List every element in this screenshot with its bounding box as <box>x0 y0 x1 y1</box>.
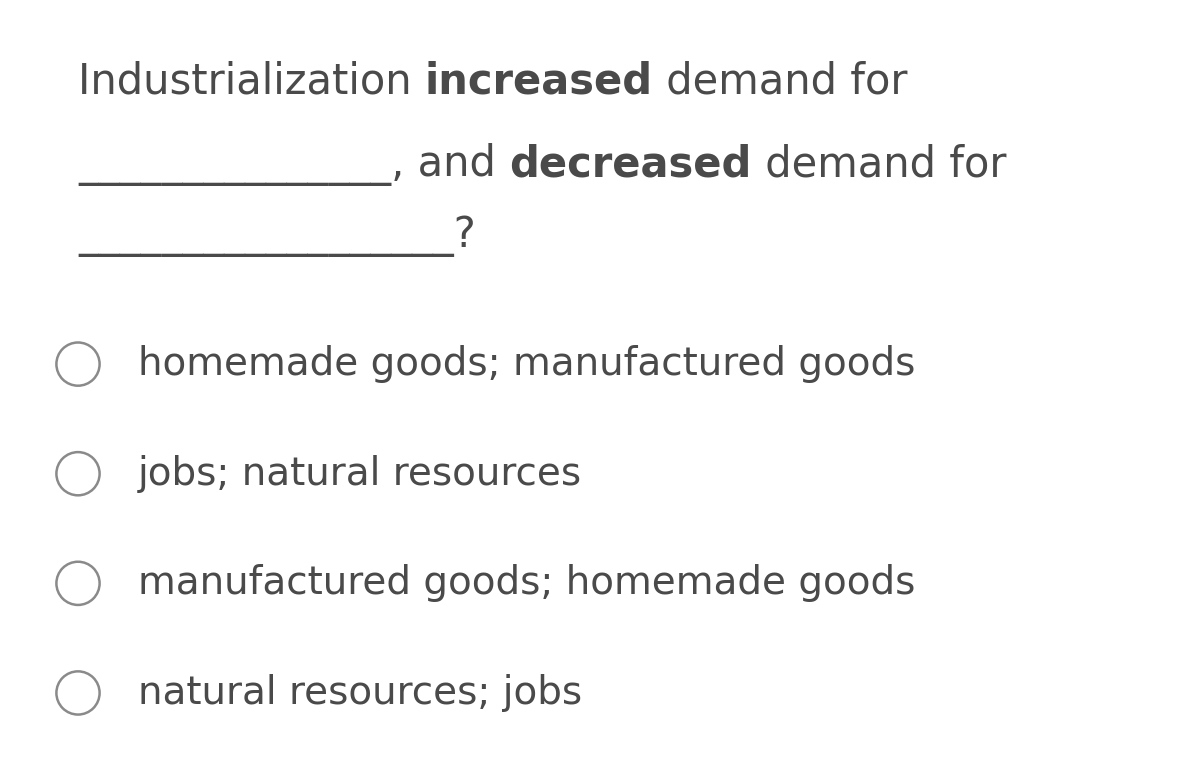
Text: _______________, and: _______________, and <box>78 143 509 186</box>
Text: demand for: demand for <box>653 61 907 103</box>
Text: decreased: decreased <box>509 143 751 185</box>
Text: natural resources; jobs: natural resources; jobs <box>138 674 582 712</box>
Text: demand for: demand for <box>751 143 1006 185</box>
Text: homemade goods; manufactured goods: homemade goods; manufactured goods <box>138 345 916 383</box>
Text: manufactured goods; homemade goods: manufactured goods; homemade goods <box>138 565 916 602</box>
Text: jobs; natural resources: jobs; natural resources <box>138 455 582 493</box>
Text: Industrialization: Industrialization <box>78 61 425 103</box>
Text: increased: increased <box>425 61 653 103</box>
Text: __________________?: __________________? <box>78 215 475 257</box>
